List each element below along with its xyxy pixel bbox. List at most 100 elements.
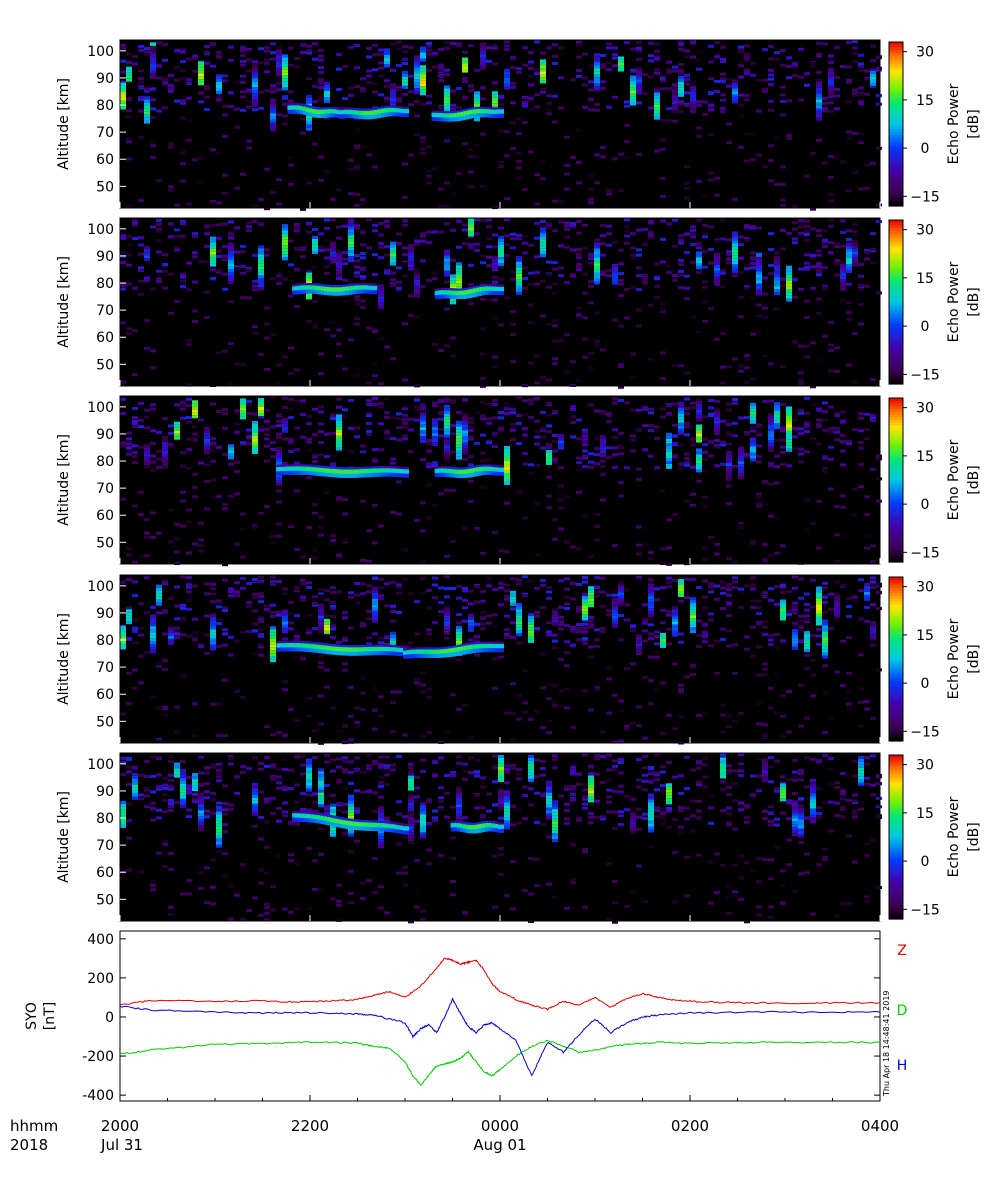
layer-edge: [342, 473, 349, 478]
noise-cell: [618, 189, 624, 193]
streak-cell: [816, 102, 822, 106]
streak-cell: [432, 433, 438, 437]
noise-cell: [858, 653, 864, 657]
noise-cell: [354, 271, 360, 275]
noise-cell: [876, 102, 882, 106]
noise-cell: [534, 381, 540, 385]
noise-cell: [348, 685, 354, 689]
noise-cell: [156, 76, 162, 80]
noise-cell: [588, 280, 594, 284]
noise-cell: [186, 288, 192, 292]
streak-cell: [846, 246, 852, 250]
noise-cell: [588, 655, 594, 659]
streak-cell: [444, 463, 450, 467]
noise-cell: [150, 287, 156, 291]
noise-cell: [534, 442, 540, 446]
layer-edge: [463, 467, 470, 472]
noise-cell: [750, 332, 756, 336]
noise-cell: [504, 40, 510, 44]
noise-cell: [456, 171, 462, 175]
layer-edge: [441, 294, 447, 299]
noise-cell: [546, 94, 552, 98]
streak-cell: [462, 439, 468, 443]
noise-cell: [774, 51, 780, 55]
noise-cell: [582, 260, 588, 264]
streak-cell: [210, 239, 216, 243]
noise-cell: [294, 246, 300, 250]
noise-cell: [384, 96, 390, 100]
streak-cell: [336, 271, 342, 275]
noise-cell: [222, 734, 228, 738]
noise-cell: [594, 686, 600, 690]
noise-cell: [162, 286, 168, 290]
noise-cell: [240, 244, 246, 248]
streak-cell: [444, 425, 450, 429]
noise-cell: [600, 53, 606, 57]
noise-cell: [318, 58, 324, 62]
noise-cell: [870, 419, 876, 423]
noise-cell: [810, 436, 816, 440]
noise-cell: [594, 436, 600, 440]
streak-cell: [732, 249, 738, 253]
colorbar-tick-label: 15: [916, 271, 934, 287]
streak-cell: [444, 434, 450, 438]
streak-cell: [420, 58, 426, 62]
noise-cell: [318, 352, 324, 356]
noise-cell: [756, 329, 762, 333]
streak-cell: [786, 421, 792, 425]
streak-cell: [126, 72, 132, 76]
noise-cell: [264, 70, 270, 74]
streak-cell: [258, 260, 264, 264]
layer-core: [298, 285, 305, 291]
noise-cell: [720, 271, 726, 275]
noise-cell: [582, 689, 588, 693]
noise-cell: [816, 271, 822, 275]
streak-cell: [726, 478, 732, 482]
noise-cell: [558, 46, 564, 50]
noise-cell: [156, 531, 162, 535]
noise-cell: [240, 428, 246, 432]
noise-cell: [858, 485, 864, 489]
noise-cell: [606, 232, 612, 236]
layer-edge: [330, 473, 337, 478]
noise-cell: [228, 494, 234, 498]
layer-edge: [460, 474, 466, 479]
noise-cell: [576, 181, 582, 185]
noise-cell: [840, 505, 846, 509]
streak-cell: [414, 73, 420, 77]
noise-cell: [762, 315, 768, 319]
noise-cell: [858, 412, 864, 416]
noise-cell: [768, 464, 774, 468]
noise-cell: [204, 84, 210, 88]
noise-cell: [720, 419, 726, 423]
streak-cell: [840, 267, 846, 271]
layer-core: [361, 110, 368, 116]
noise-cell: [786, 609, 792, 613]
noise-cell: [696, 479, 702, 483]
noise-cell: [360, 256, 366, 260]
noise-cell: [864, 251, 870, 255]
noise-cell: [528, 150, 534, 154]
noise-cell: [618, 431, 624, 435]
streak-cell: [414, 285, 420, 289]
noise-cell: [402, 548, 408, 552]
layer-edge: [399, 466, 406, 471]
streak-cell: [672, 89, 678, 93]
noise-cell: [612, 396, 618, 400]
y-tick-label: 80: [96, 98, 114, 114]
noise-cell: [312, 627, 318, 631]
streak-cell: [852, 242, 858, 246]
noise-cell: [372, 82, 378, 86]
noise-cell: [756, 645, 762, 649]
layer-edge: [339, 473, 346, 478]
layer-edge: [393, 105, 400, 110]
streak-cell: [768, 416, 774, 420]
layer-edge: [380, 472, 387, 477]
streak-cell: [618, 59, 624, 63]
layer-core: [472, 467, 479, 473]
noise-cell: [138, 266, 144, 270]
noise-cell: [150, 155, 156, 159]
noise-cell: [624, 229, 630, 233]
streak-cell: [498, 247, 504, 251]
noise-cell: [474, 411, 480, 415]
